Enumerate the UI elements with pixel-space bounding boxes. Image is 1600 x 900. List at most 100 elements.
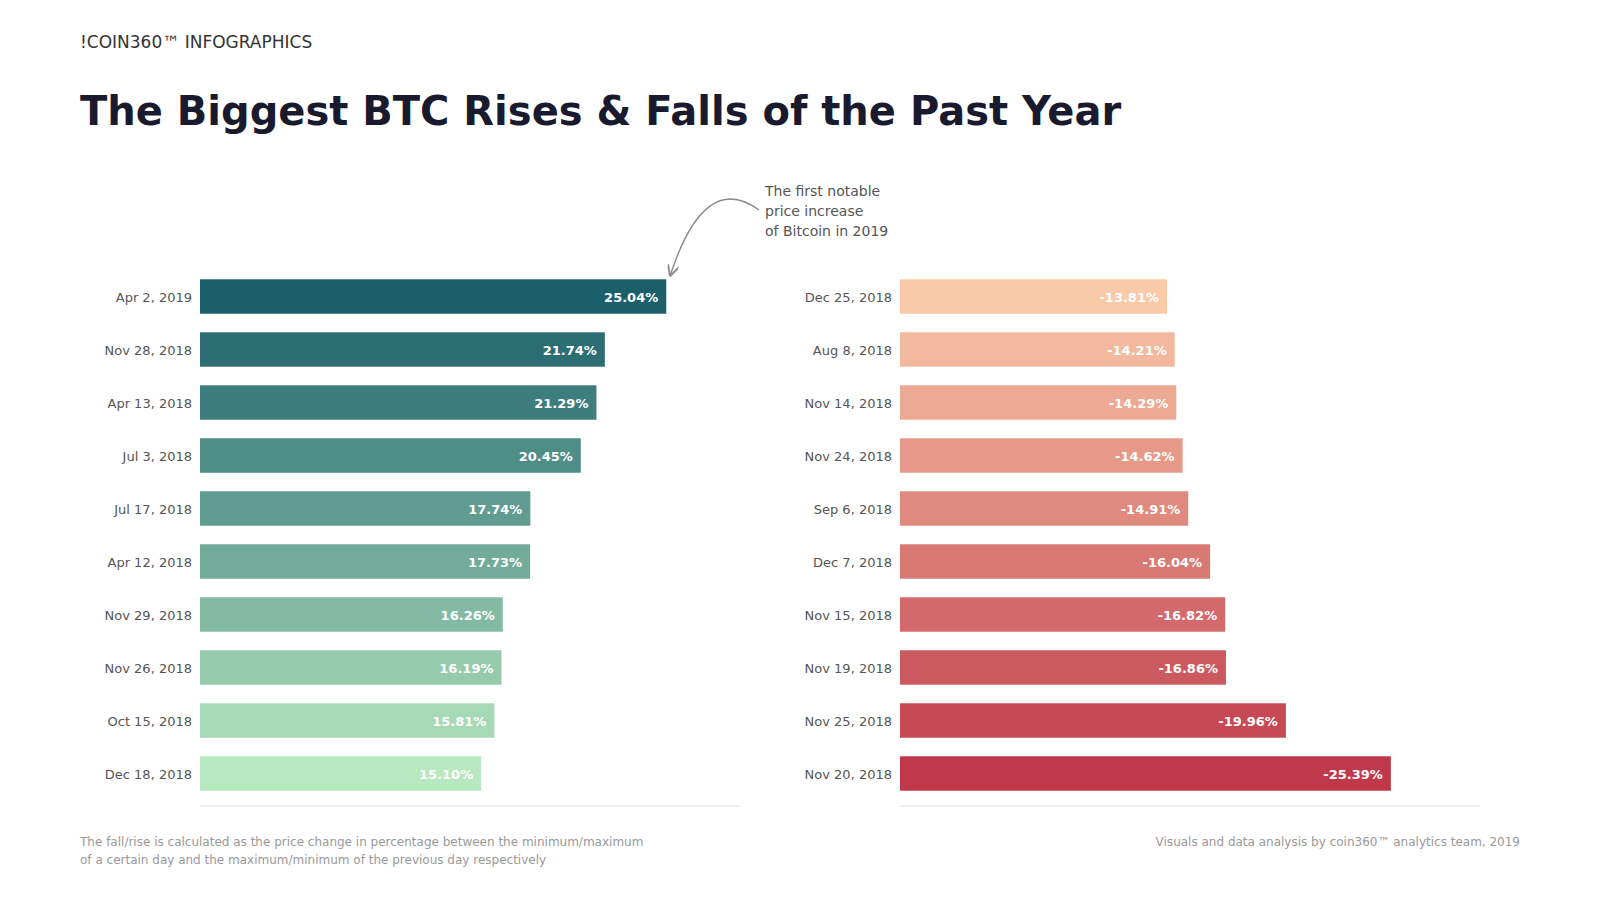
text-line: Jul 17, 2018 (113, 501, 192, 516)
category-label: Nov 24, 2018 (805, 448, 892, 463)
text-line: Nov 29, 2018 (105, 607, 192, 622)
category-label: Aug 8, 2018 (813, 342, 892, 357)
text-line: -13.81% (1099, 289, 1159, 304)
data-label: -16.04% (1143, 554, 1203, 569)
text-line: -14.62% (1115, 448, 1175, 463)
data-label: -19.96% (1218, 713, 1278, 728)
chart-title: The Biggest BTC Rises & Falls of the Pas… (80, 88, 1121, 134)
data-label: 25.04% (604, 289, 658, 304)
text-line: -19.96% (1218, 713, 1278, 728)
bar (200, 332, 605, 366)
bar (200, 650, 501, 684)
category-label: Apr 12, 2018 (107, 554, 192, 569)
category-label: Dec 25, 2018 (805, 289, 892, 304)
category-label: Dec 18, 2018 (105, 766, 192, 781)
bar (900, 438, 1183, 472)
text-line: Nov 19, 2018 (805, 660, 892, 675)
data-label: -14.91% (1121, 501, 1181, 516)
text-line: 16.26% (441, 607, 495, 622)
category-label: Sep 6, 2018 (814, 501, 892, 516)
category-label: Apr 2, 2019 (116, 289, 192, 304)
labels: -13.81% Dec 25, 2018 -14.21% Aug 8, 2018 -14… (805, 289, 1383, 781)
data-label: 16.19% (439, 660, 493, 675)
text-line: 25.04% (604, 289, 658, 304)
data-label: -13.81% (1099, 289, 1159, 304)
text-line: Sep 6, 2018 (814, 501, 892, 516)
data-label: 16.26% (441, 607, 495, 622)
bars (900, 279, 1391, 790)
category-label: Dec 7, 2018 (813, 554, 892, 569)
bar (900, 756, 1391, 790)
bar (900, 650, 1226, 684)
text-line: Visuals and data analysis by coin360™ an… (1156, 835, 1520, 849)
text-line: Dec 7, 2018 (813, 554, 892, 569)
bar (200, 385, 596, 419)
category-label: Nov 20, 2018 (805, 766, 892, 781)
text-line: Nov 24, 2018 (805, 448, 892, 463)
bar (200, 703, 494, 737)
text-line: -25.39% (1323, 766, 1383, 781)
text-line: 21.29% (534, 395, 588, 410)
bar-panel: 25.04% Apr 2, 2019 21.74% Nov 28, 2018 21.29… (105, 279, 740, 806)
text-line: 21.74% (543, 342, 597, 357)
text-line: -14.21% (1107, 342, 1167, 357)
text-line: 15.81% (432, 713, 486, 728)
bar (200, 597, 503, 631)
data-label: 21.29% (534, 395, 588, 410)
category-label: Nov 28, 2018 (105, 342, 192, 357)
text-line: Apr 13, 2018 (107, 395, 192, 410)
text-line: 17.73% (468, 554, 522, 569)
text-line: Nov 14, 2018 (805, 395, 892, 410)
text-line: Nov 15, 2018 (805, 607, 892, 622)
credit: Visuals and data analysis by coin360™ an… (1156, 835, 1520, 849)
category-label: Nov 26, 2018 (105, 660, 192, 675)
bar (900, 279, 1167, 313)
text-line: 17.74% (468, 501, 522, 516)
page: {"chart_data": [ {"type": "bar", "orient… (0, 0, 1600, 900)
data-label: -14.21% (1107, 342, 1167, 357)
text-line: -16.04% (1143, 554, 1203, 569)
chart-root: !COIN360™ INFOGRAPHICSThe Biggest BTC Ri… (0, 0, 1600, 900)
category-label: Nov 25, 2018 (805, 713, 892, 728)
text-line: -14.29% (1109, 395, 1169, 410)
category-label: Jul 17, 2018 (113, 501, 192, 516)
text-line: The first notable (764, 183, 880, 199)
text-line: -16.86% (1158, 660, 1218, 675)
annotation-arrow (670, 199, 759, 275)
text-line: of Bitcoin in 2019 (765, 223, 888, 239)
data-label: -14.62% (1115, 448, 1175, 463)
category-label: Apr 13, 2018 (107, 395, 192, 410)
axis-line (200, 806, 740, 807)
text-line: Oct 15, 2018 (108, 713, 193, 728)
text-line: The Biggest BTC Rises & Falls of the Pas… (80, 88, 1121, 134)
data-label: 17.73% (468, 554, 522, 569)
bar (200, 491, 530, 525)
data-label: -16.82% (1158, 607, 1218, 622)
bar (900, 332, 1175, 366)
category-label: Nov 29, 2018 (105, 607, 192, 622)
bar (900, 597, 1225, 631)
bar (900, 544, 1210, 578)
data-label: -16.86% (1158, 660, 1218, 675)
labels: 25.04% Apr 2, 2019 21.74% Nov 28, 2018 21.29… (105, 289, 659, 781)
data-label: 17.74% (468, 501, 522, 516)
data-label: -14.29% (1109, 395, 1169, 410)
text-line: Nov 28, 2018 (105, 342, 192, 357)
bar (900, 703, 1286, 737)
text-line: Dec 25, 2018 (805, 289, 892, 304)
text-line: -14.91% (1121, 501, 1181, 516)
data-label: 15.81% (432, 713, 486, 728)
text-line: 15.10% (419, 766, 473, 781)
text-line: Apr 2, 2019 (116, 289, 192, 304)
category-label: Jul 3, 2018 (122, 448, 192, 463)
data-label: 15.10% (419, 766, 473, 781)
category-label: Nov 14, 2018 (805, 395, 892, 410)
bar (200, 756, 481, 790)
text-line: Nov 25, 2018 (805, 713, 892, 728)
bar (200, 438, 581, 472)
footnote: The fall/rise is calculated as the price… (79, 835, 643, 867)
data-label: 20.45% (519, 448, 573, 463)
bar-panel: -13.81% Dec 25, 2018 -14.21% Aug 8, 2018 -14… (805, 279, 1480, 806)
bar (900, 385, 1176, 419)
text-line: Nov 20, 2018 (805, 766, 892, 781)
